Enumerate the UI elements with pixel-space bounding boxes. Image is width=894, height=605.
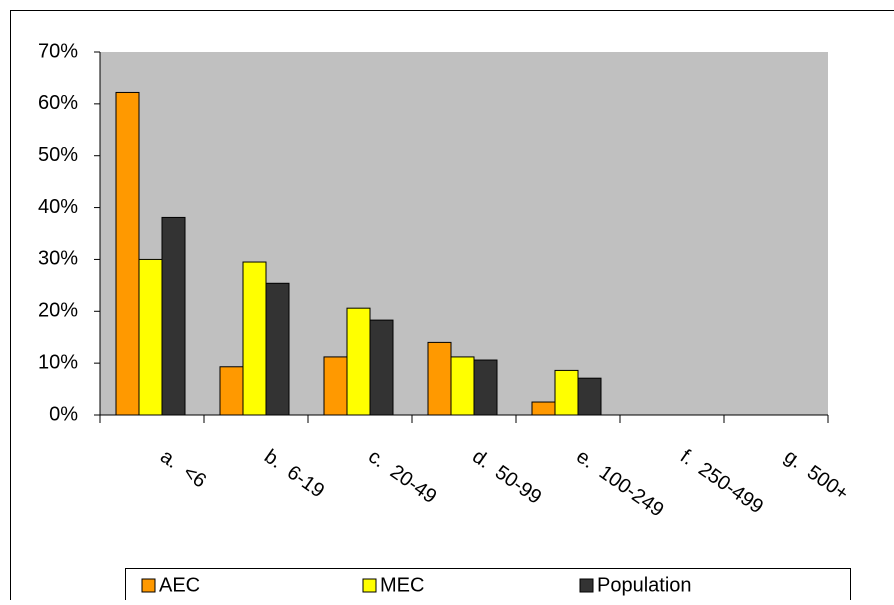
legend-swatch — [363, 579, 376, 592]
y-tick-label: 0% — [49, 403, 78, 425]
y-tick-label: 40% — [38, 196, 78, 218]
y-tick-label: 20% — [38, 300, 78, 322]
bar — [266, 283, 289, 415]
legend-swatch — [580, 579, 593, 592]
bar — [162, 217, 185, 415]
bar — [474, 360, 497, 415]
legend-swatch — [142, 579, 155, 592]
y-tick-label: 10% — [38, 351, 78, 373]
legend-label: AEC — [159, 574, 200, 596]
bar — [139, 259, 162, 415]
bar — [347, 308, 370, 415]
bar — [555, 370, 578, 415]
bar — [220, 367, 243, 415]
y-tick-label: 50% — [38, 144, 78, 166]
legend-box — [126, 569, 851, 601]
bar — [324, 357, 347, 415]
bar — [532, 402, 555, 415]
bar — [370, 320, 393, 415]
bar — [578, 378, 601, 415]
bar — [451, 357, 474, 415]
y-tick-label: 70% — [38, 40, 78, 62]
y-tick-label: 60% — [38, 92, 78, 114]
y-tick-label: 30% — [38, 248, 78, 270]
bar — [428, 342, 451, 415]
legend-label: Population — [597, 574, 692, 596]
bar — [243, 262, 266, 415]
bar — [116, 92, 139, 415]
legend-label: MEC — [380, 574, 424, 596]
